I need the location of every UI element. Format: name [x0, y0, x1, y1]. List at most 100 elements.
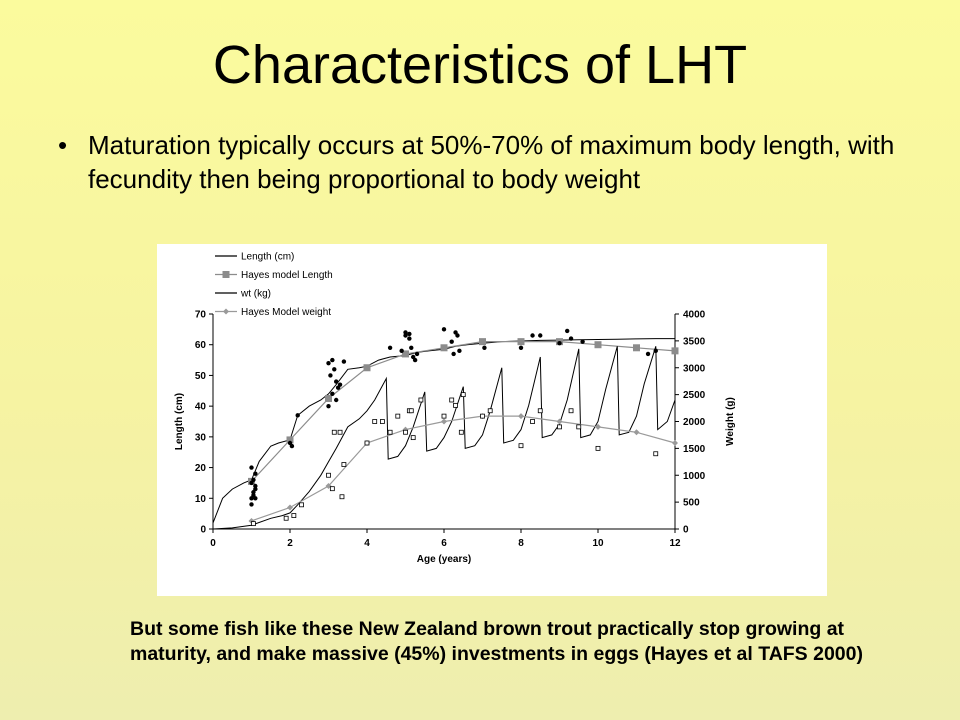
x-tick-label: 2 [287, 538, 293, 549]
length-observations-point [645, 351, 651, 357]
length-cm--line [212, 338, 675, 524]
hayes-model-length-point [671, 347, 679, 355]
length-observations-point [518, 345, 524, 350]
y-tick-label: 30 [195, 432, 207, 443]
length-observations-point [341, 359, 347, 364]
length-observations-point [253, 471, 258, 476]
hayes-model-length-point [633, 344, 640, 352]
weight-observations-point [537, 408, 543, 414]
y2-tick-label: 3000 [683, 363, 706, 374]
hayes-model-length-point [286, 436, 294, 444]
weight-observations-point [331, 429, 337, 435]
weight-observations-point [453, 402, 458, 408]
hayes-model-length-point [479, 338, 486, 346]
weight-observations-point [251, 521, 256, 527]
weight-observations-point [299, 502, 304, 508]
length-observations-point [414, 351, 420, 357]
length-observations-point [328, 373, 333, 378]
weight-observations-point [441, 413, 447, 419]
y-tick-label: 70 [195, 310, 207, 321]
legend-swatch-marker [223, 308, 229, 315]
x-tick-label: 4 [364, 538, 370, 549]
weight-observations-point [403, 429, 408, 435]
weight-observations-point [387, 429, 393, 435]
hayes-model-length-point [517, 338, 525, 346]
y2-tick-label: 2500 [683, 390, 706, 401]
length-observations-point [449, 339, 454, 344]
weight-observations-point [576, 424, 582, 430]
y2-tick-label: 4000 [683, 310, 706, 321]
length-observations-point [407, 331, 412, 337]
weight-observations-point [329, 486, 335, 492]
weight-observations-point [530, 419, 535, 424]
length-observations-point [251, 477, 256, 483]
length-observations-point [403, 333, 408, 338]
length-observations-point [332, 367, 337, 372]
weight-observations-point [408, 408, 414, 414]
length-observations-point [565, 328, 570, 334]
length-observations-point [326, 403, 331, 409]
hayes-model-weight-point [672, 440, 678, 446]
length-observations-point [326, 360, 331, 366]
weight-observations-point [460, 392, 466, 398]
y2-tick-label: 1000 [683, 471, 706, 482]
length-observations-point [568, 336, 574, 341]
length-observations-point [557, 340, 562, 346]
y-tick-label: 60 [195, 340, 207, 351]
hayes-model-length-point [594, 341, 602, 349]
legend-label: wt (kg) [240, 289, 271, 300]
x-tick-label: 12 [669, 538, 681, 549]
weight-observations-point [480, 413, 485, 419]
y-axis-title: Length (cm) [174, 393, 185, 450]
weight-observations-point [568, 408, 574, 414]
x-tick-label: 8 [518, 538, 524, 549]
legend-swatch-marker [222, 271, 230, 278]
hayes-model-length-line [251, 340, 676, 482]
growth-chart: 0 2 4 6 8 10 120102030405060700500100015002000… [174, 252, 736, 566]
x-axis-title: Age (years) [417, 554, 471, 565]
length-observations-point [482, 345, 487, 350]
y2-tick-label: 500 [683, 498, 700, 509]
weight-observations-point [337, 429, 343, 435]
x-tick-label: 0 [210, 538, 216, 549]
hayes-model-length-point [325, 394, 332, 402]
length-observations-point [653, 348, 658, 354]
length-observations-point [249, 502, 254, 507]
hayes-model-weight-point [518, 413, 524, 420]
y-tick-label: 20 [195, 463, 207, 474]
length-observations-point [403, 330, 408, 335]
y2-tick-label: 0 [683, 525, 689, 536]
length-observations-point [530, 333, 535, 338]
length-observations-point [457, 348, 462, 354]
x-tick-label: 6 [441, 538, 447, 549]
weight-observations-point [395, 413, 401, 419]
weight-observations-point [487, 408, 493, 414]
length-observations-point [249, 465, 254, 470]
wt-kg--line [212, 346, 676, 530]
weight-observations-point [291, 513, 297, 518]
length-observations-point [451, 351, 456, 357]
length-observations-point [253, 486, 258, 492]
length-observations-point [441, 327, 447, 332]
hayes-model-weight-point [633, 429, 640, 436]
weight-observations-point [518, 443, 524, 449]
legend-label: Hayes Model weight [241, 307, 331, 318]
hayes-model-length-point [440, 344, 448, 352]
y2-axis-title: Weight (g) [725, 397, 736, 446]
y-tick-label: 50 [195, 371, 207, 382]
length-observations-point [334, 397, 339, 403]
length-observations-point [409, 345, 414, 350]
length-observations-point [387, 345, 393, 350]
bullet-point: • Maturation typically occurs at 50%-70%… [50, 128, 900, 196]
weight-observations-point [557, 424, 562, 430]
legend-label: Hayes model Length [241, 270, 333, 281]
length-observations-point [580, 339, 585, 344]
weight-observations-point [653, 451, 659, 457]
bullet-dot-icon: • [58, 130, 68, 160]
hayes-model-weight-point [595, 423, 601, 430]
weight-observations-point [339, 494, 345, 500]
y2-tick-label: 3500 [683, 336, 706, 347]
y2-tick-label: 1500 [683, 444, 706, 455]
length-observations-point [295, 413, 300, 418]
weight-observations-point [341, 462, 347, 467]
